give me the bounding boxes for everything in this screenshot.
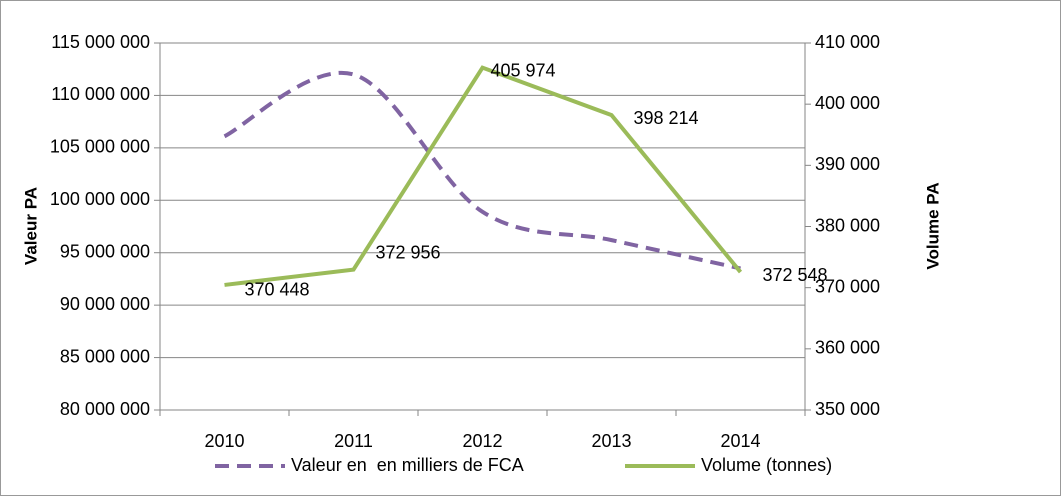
y-axis-label: Valeur PA [21,187,40,265]
data-label: 405 974 [491,60,556,80]
series-line [224,65,743,287]
y-tick-label: 85 000 000 [60,346,150,366]
x-tick-label: 2011 [334,431,373,451]
data-label: 398 214 [634,108,699,128]
legend-label: Valeur en en milliers de FCA [291,455,524,475]
x-tick-label: 2012 [462,431,502,451]
y-tick-label: 105 000 000 [50,137,150,157]
y-tick-label: 95 000 000 [60,241,150,261]
y2-tick-label: 350 000 [815,399,880,419]
data-label: 372 548 [763,265,828,285]
y2-tick-label: 410 000 [815,32,880,52]
y-tick-label: 80 000 000 [60,399,150,419]
x-tick-label: 2013 [591,431,631,451]
y2-tick-label: 400 000 [815,93,880,113]
y2-tick-label: 360 000 [815,338,880,358]
y-tick-label: 115 000 000 [51,32,150,52]
series-line [223,70,741,271]
y2-tick-label: 370 000 [815,276,880,296]
y-tick-label: 110 000 000 [51,84,150,104]
data-label: 372 956 [376,242,441,262]
y2-tick-label: 380 000 [815,215,880,235]
x-tick-label: 2014 [720,431,760,451]
x-tick-label: 2010 [204,431,244,451]
y2-axis-label: Volume PA [923,182,942,269]
y-tick-label: 90 000 000 [60,294,150,314]
legend-label: Volume (tonnes) [701,455,832,475]
data-label: 370 448 [245,280,310,300]
y2-tick-label: 390 000 [815,154,880,174]
y-tick-label: 100 000 000 [50,189,150,209]
